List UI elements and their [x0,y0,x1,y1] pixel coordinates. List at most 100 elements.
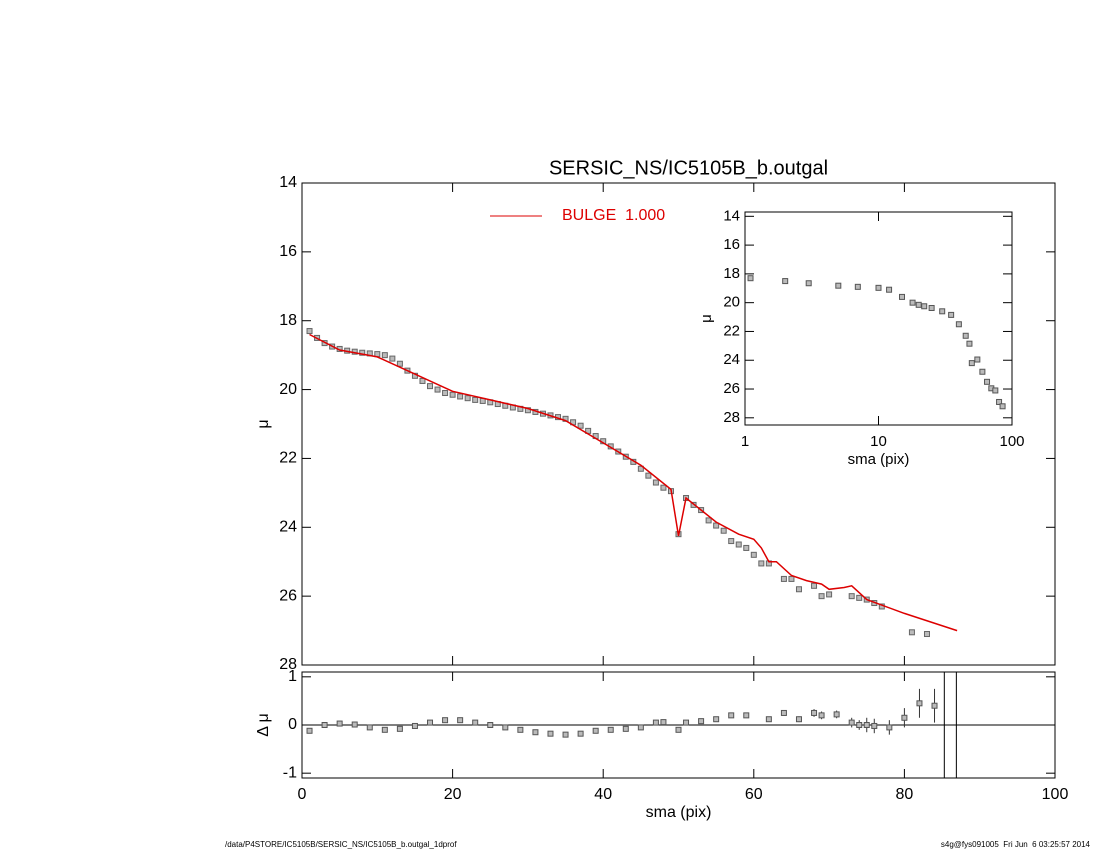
data-point [743,544,750,551]
data-point [351,721,358,728]
data-point [908,629,915,636]
data-point [826,591,833,598]
x-tick-label: 40 [594,786,612,803]
data-point [939,308,946,315]
data-point [848,593,855,600]
data-point [720,527,727,534]
data-point [795,716,802,723]
data-point [547,730,554,737]
data-point [359,349,366,356]
x-axis-label: sma (pix) [848,451,910,468]
data-point [928,304,935,311]
data-point [811,709,818,716]
data-point [457,393,464,400]
data-point [818,593,825,600]
data-point [660,719,667,726]
chart-title: SERSIC_NS/IC5105B_b.outgal [549,157,828,179]
y-axis-label: μ [698,314,715,323]
data-point [795,586,802,593]
data-point [449,391,456,398]
data-point [472,396,479,403]
data-point [992,387,999,394]
data-point [758,560,765,567]
data-point [464,395,471,402]
data-point [381,352,388,359]
data-point [645,472,652,479]
data-point [728,538,735,545]
y-tick-label: 24 [279,519,297,536]
x-tick-label: 100 [1042,786,1069,803]
data-point [517,726,524,733]
data-point [923,631,930,638]
data-point [637,465,644,472]
data-point [848,719,855,726]
data-point [856,594,863,601]
y-axis-label: Δ μ [255,713,272,736]
data-point [592,727,599,734]
data-point [366,724,373,731]
footer-right: s4g@fys091005 Fri Jun 6 03:25:57 2014 [941,840,1091,849]
data-point [962,332,969,339]
data-point [818,712,825,719]
x-tick-label: 60 [745,786,763,803]
y-tick-label: 20 [279,381,297,398]
data-point [999,403,1006,410]
y-tick-label: 16 [723,236,740,253]
data-point [472,719,479,726]
plot-frame [744,211,1013,426]
data-point [524,407,531,414]
data-point [577,730,584,737]
y-tick-label: 24 [723,351,740,368]
data-point [915,301,922,308]
plot-frame [301,182,1056,666]
y-tick-label: 22 [723,322,740,339]
x-tick-label: 80 [896,786,914,803]
data-point [713,716,720,723]
data-point [811,582,818,589]
data-point [899,293,906,300]
data-point [856,722,863,728]
data-point [396,360,403,367]
footer-left: /data/P4STORE/IC5105B/SERSIC_NS/IC5105B_… [225,840,457,849]
y-tick-label: 18 [723,265,740,282]
data-point [735,541,742,548]
y-tick-label: 0 [288,716,297,733]
data-point [747,275,754,282]
data-point [805,280,812,287]
data-point [782,278,789,285]
data-point [916,700,923,707]
data-point [968,360,975,367]
data-point [901,714,908,721]
data-point [306,727,313,734]
data-point [683,719,690,726]
data-point [833,711,840,718]
model-line [309,333,958,632]
y-tick-label: 20 [723,294,740,311]
data-point [502,724,509,731]
data-point [713,522,720,529]
legend-label: BULGE 1.000 [562,207,665,224]
data-point [835,282,842,289]
y-tick-label: 1 [288,668,297,685]
x-tick-label: 20 [444,786,462,803]
data-point [442,390,449,397]
data-point [780,575,787,582]
y-tick-label: 28 [723,409,740,426]
data-point [411,722,418,729]
y-tick-label: 14 [279,174,297,191]
data-point [396,725,403,732]
data-point [705,517,712,524]
y-tick-label: 28 [279,656,297,673]
data-point [909,299,916,306]
data-point [780,709,787,716]
data-point [637,724,644,731]
data-point [750,551,757,558]
data-point [728,712,735,719]
data-point [607,726,614,733]
data-point [886,286,893,293]
data-point [948,311,955,318]
data-point [381,726,388,733]
data-point [660,484,667,491]
